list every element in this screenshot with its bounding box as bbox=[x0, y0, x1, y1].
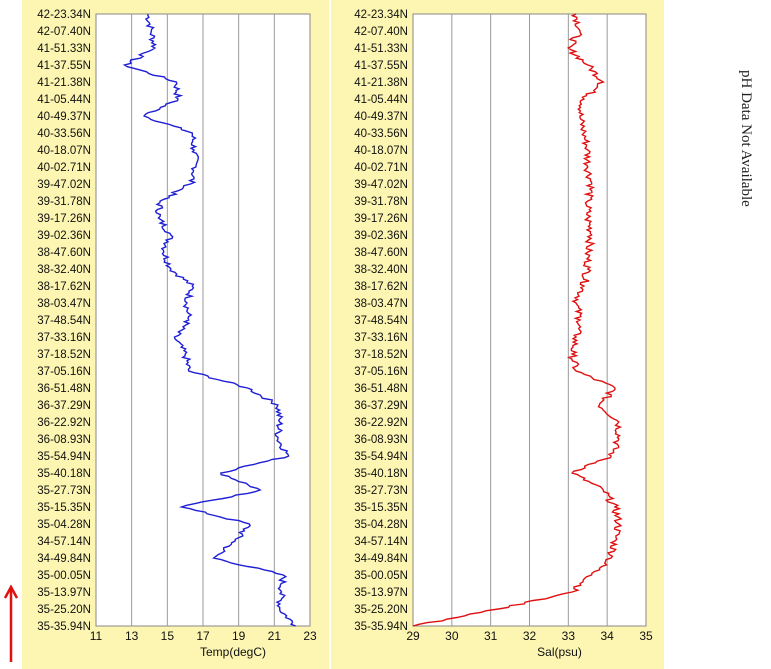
temp-y-tick-label: 37-18.52N bbox=[37, 349, 91, 361]
temp-y-tick-label: 40-33.56N bbox=[37, 128, 91, 140]
sal-x-tick-label: 35 bbox=[639, 629, 653, 643]
sal-y-tick-label: 40-33.56N bbox=[354, 128, 408, 140]
temp-y-tick-label: 40-18.07N bbox=[37, 145, 91, 157]
temp-x-tick-label: 23 bbox=[303, 629, 317, 643]
sal-y-tick-label: 35-54.94N bbox=[354, 451, 408, 463]
temp-y-tick-label: 39-02.36N bbox=[37, 230, 91, 242]
sal-y-tick-label: 37-18.52N bbox=[354, 349, 408, 361]
sal-y-tick-label: 38-03.47N bbox=[354, 298, 408, 310]
sal-y-tick-label: 35-25.20N bbox=[354, 604, 408, 616]
sal-y-tick-label: 35-04.28N bbox=[354, 519, 408, 531]
sal-y-tick-label: 39-31.78N bbox=[354, 196, 408, 208]
temp-y-tick-label: 39-31.78N bbox=[37, 196, 91, 208]
sal-chart: 29 30 31 32 33 34 35 42-23.34N 42-07.40N 41-51.33… bbox=[331, 0, 664, 669]
sal-y-tick-label: 38-32.40N bbox=[354, 264, 408, 276]
sal-y-tick-label: 36-37.29N bbox=[354, 400, 408, 412]
temp-x-tick-label: 21 bbox=[268, 629, 282, 643]
sal-y-tick-label: 39-47.02N bbox=[354, 179, 408, 191]
sal-x-axis-label: Sal(psu) bbox=[537, 645, 582, 659]
sal-y-tick-label: 40-49.37N bbox=[354, 111, 408, 123]
temp-y-tick-label: 36-22.92N bbox=[37, 417, 91, 429]
sal-y-tick-label: 36-51.48N bbox=[354, 383, 408, 395]
sal-y-tick-label: 35-00.05N bbox=[354, 570, 408, 582]
sal-y-tick-label: 36-08.93N bbox=[354, 434, 408, 446]
sal-series-line bbox=[412, 13, 623, 627]
temp-series-line bbox=[122, 13, 296, 627]
sal-y-tick-label: 41-51.33N bbox=[354, 43, 408, 55]
temp-y-tick-label: 39-47.02N bbox=[37, 179, 91, 191]
temp-y-tick-label: 37-33.16N bbox=[37, 332, 91, 344]
sal-x-tick-label: 33 bbox=[562, 629, 576, 643]
temp-y-tick-label: 41-51.33N bbox=[37, 43, 91, 55]
sal-y-tick-label: 41-21.38N bbox=[354, 77, 408, 89]
sal-y-tick-label: 37-05.16N bbox=[354, 366, 408, 378]
sal-y-tick-label: 40-02.71N bbox=[354, 162, 408, 174]
sal-y-tick-label: 35-15.35N bbox=[354, 502, 408, 514]
sal-y-tick-label: 35-40.18N bbox=[354, 468, 408, 480]
sal-y-tick-label: 42-07.40N bbox=[354, 26, 408, 38]
sal-y-tick-label: 39-02.36N bbox=[354, 230, 408, 242]
sal-x-tick-label: 31 bbox=[484, 629, 498, 643]
temp-y-tick-label: 41-05.44N bbox=[37, 94, 91, 106]
sal-y-tick-label: 38-17.62N bbox=[354, 281, 408, 293]
temp-y-tick-label: 36-08.93N bbox=[37, 434, 91, 446]
temp-y-tick-label: 41-21.38N bbox=[37, 77, 91, 89]
temp-y-tick-label: 35-40.18N bbox=[37, 468, 91, 480]
temp-y-tick-label: 35-27.73N bbox=[37, 485, 91, 497]
temp-x-tick-label: 17 bbox=[196, 629, 210, 643]
temp-y-tick-label: 35-00.05N bbox=[37, 570, 91, 582]
temp-x-tick-label: 13 bbox=[125, 629, 139, 643]
temp-y-tick-label: 42-23.34N bbox=[37, 9, 91, 21]
temp-y-tick-label: 35-04.28N bbox=[37, 519, 91, 531]
temp-x-tick-label: 15 bbox=[161, 629, 175, 643]
temp-y-tick-label: 39-17.26N bbox=[37, 213, 91, 225]
sal-y-tick-label: 39-17.26N bbox=[354, 213, 408, 225]
sal-y-tick-label: 36-22.92N bbox=[354, 417, 408, 429]
temp-y-tick-label: 35-15.35N bbox=[37, 502, 91, 514]
temp-chart: 11 13 15 17 19 21 23 42-23.34N 42-07.40N 41-51.33… bbox=[22, 0, 329, 669]
ph-not-available-note: pH Data Not Available bbox=[738, 70, 754, 207]
temp-y-tick-label: 38-32.40N bbox=[37, 264, 91, 276]
temp-y-tick-label: 42-07.40N bbox=[37, 26, 91, 38]
sal-x-tick-label: 30 bbox=[445, 629, 459, 643]
temp-y-tick-label: 38-17.62N bbox=[37, 281, 91, 293]
temp-y-tick-label: 34-49.84N bbox=[37, 553, 91, 565]
temp-y-tick-label: 36-51.48N bbox=[37, 383, 91, 395]
sal-x-tick-label: 32 bbox=[523, 629, 537, 643]
sal-y-tick-label: 42-23.34N bbox=[354, 9, 408, 21]
sal-y-tick-label: 35-35.94N bbox=[354, 621, 408, 633]
temp-x-tick-label: 11 bbox=[90, 629, 103, 643]
sal-y-tick-label: 34-49.84N bbox=[354, 553, 408, 565]
temp-y-tick-label: 40-02.71N bbox=[37, 162, 91, 174]
temp-y-tick-label: 35-35.94N bbox=[37, 621, 91, 633]
sal-y-tick-label: 41-37.55N bbox=[354, 60, 408, 72]
temp-y-tick-label: 38-47.60N bbox=[37, 247, 91, 259]
temp-y-tick-label: 37-05.16N bbox=[37, 366, 91, 378]
temp-x-tick-label: 19 bbox=[232, 629, 246, 643]
sal-x-tick-label: 29 bbox=[406, 629, 420, 643]
temp-y-tick-label: 36-37.29N bbox=[37, 400, 91, 412]
sal-y-tick-label: 40-18.07N bbox=[354, 145, 408, 157]
sal-y-tick-label: 34-57.14N bbox=[354, 536, 408, 548]
sal-y-tick-label: 41-05.44N bbox=[354, 94, 408, 106]
temp-x-axis-label: Temp(degC) bbox=[200, 645, 266, 659]
temp-y-tick-label: 34-57.14N bbox=[37, 536, 91, 548]
up-arrow-icon bbox=[4, 584, 18, 662]
temp-y-tick-label: 37-48.54N bbox=[37, 315, 91, 327]
sal-x-tick-label: 34 bbox=[600, 629, 614, 643]
sal-y-tick-label: 38-47.60N bbox=[354, 247, 408, 259]
sal-y-tick-label: 35-13.97N bbox=[354, 587, 408, 599]
temp-y-tick-label: 38-03.47N bbox=[37, 298, 91, 310]
temp-y-tick-label: 41-37.55N bbox=[37, 60, 91, 72]
sal-y-tick-label: 35-27.73N bbox=[354, 485, 408, 497]
temp-y-tick-label: 40-49.37N bbox=[37, 111, 91, 123]
temp-y-tick-label: 35-54.94N bbox=[37, 451, 91, 463]
temp-y-tick-label: 35-25.20N bbox=[37, 604, 91, 616]
sal-y-tick-label: 37-48.54N bbox=[354, 315, 408, 327]
sal-y-tick-label: 37-33.16N bbox=[354, 332, 408, 344]
temp-y-tick-label: 35-13.97N bbox=[37, 587, 91, 599]
